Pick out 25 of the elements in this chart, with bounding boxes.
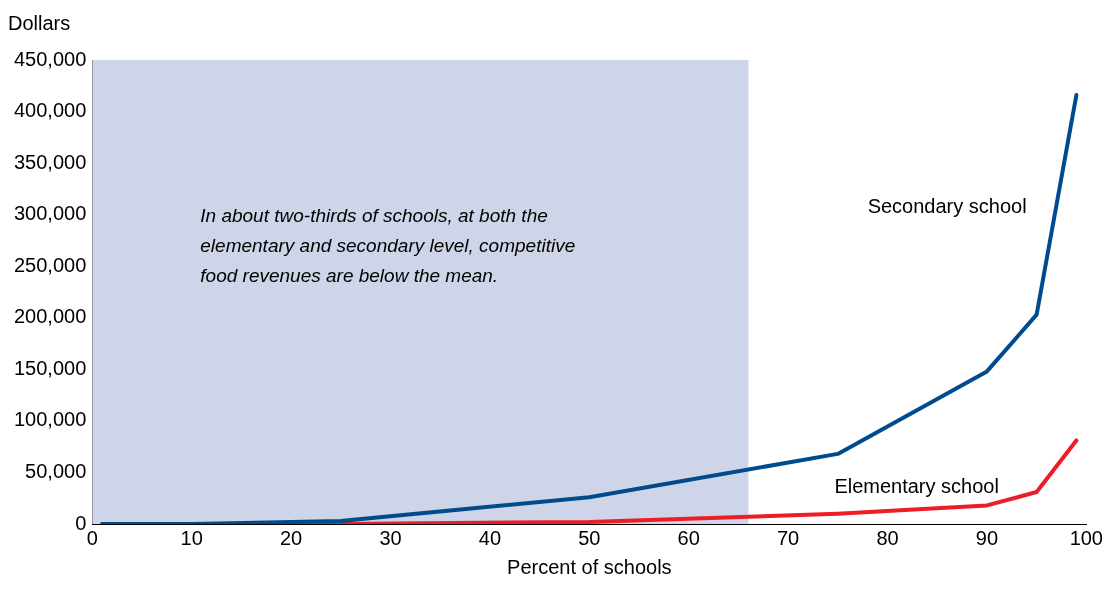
x-tick-label: 70 [776,526,800,549]
x-tick-label: 20 [279,526,303,549]
x-tick-label: 10 [180,526,203,549]
x-axis-title: Percent of schools [507,555,672,578]
y-tick-label: 50,000 [25,459,87,482]
band-label: In about two-thirds of schools, at both the elementary and secondary level, competitive food revenues are below the mean. [200,205,576,286]
y-axis-title: Dollars [8,12,71,34]
y-tick-label: 250,000 [14,253,87,276]
x-tick-label: 80 [876,526,899,549]
x-tick-label: 60 [677,526,700,549]
y-tick-label: 150,000 [14,356,87,379]
series-label: Secondary school [867,194,1027,217]
x-tick-label: 90 [975,526,999,549]
y-tick-label: 0 [75,511,87,534]
y-tick-label: 300,000 [14,202,87,225]
x-tick-label: 30 [379,526,402,549]
x-tick-label: 100 [1069,526,1103,549]
y-tick-label: 350,000 [14,150,87,173]
series-label: Elementary school [834,475,999,498]
y-tick-label: 450,000 [14,47,87,70]
y-tick-label: 200,000 [14,305,87,328]
y-tick-label: 100,000 [14,408,87,431]
x-tick-label: 50 [578,526,601,549]
y-tick-label: 400,000 [14,99,87,122]
x-tick-label: 40 [478,526,502,549]
